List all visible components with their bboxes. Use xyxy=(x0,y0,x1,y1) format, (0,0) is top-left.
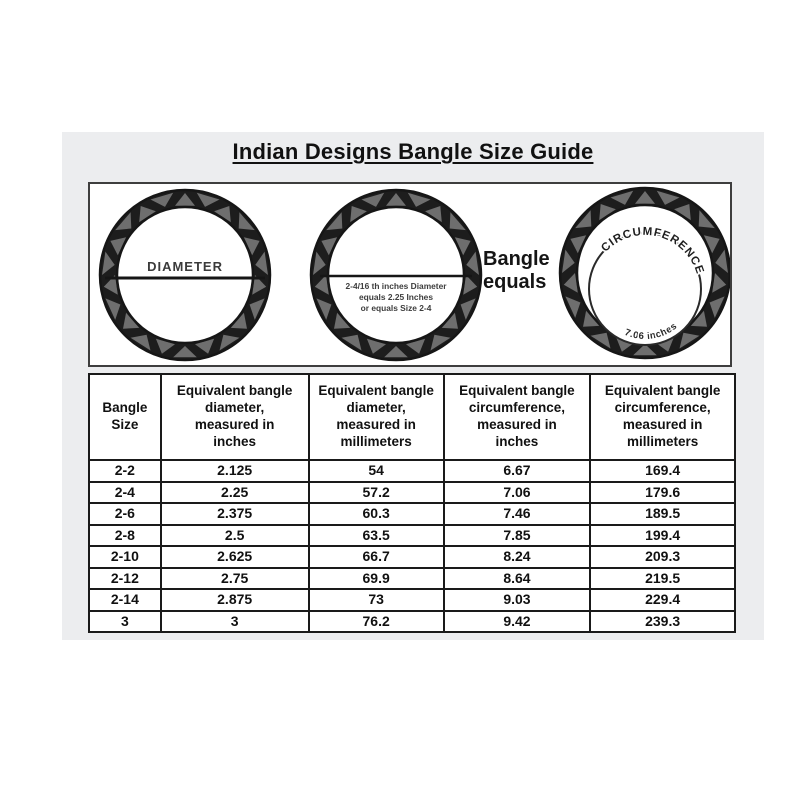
table-cell: 76.2 xyxy=(307,609,445,633)
table-cell: 7.06 xyxy=(442,480,592,504)
table-cell: 2.125 xyxy=(159,459,310,483)
table-cell: 2-8 xyxy=(88,523,162,547)
table-cell: 2.375 xyxy=(159,502,310,526)
table-row: 2-12 2.75 69.9 8.64 219.5 xyxy=(88,566,736,590)
table-cell: 209.3 xyxy=(589,545,736,569)
table-cell: 6.67 xyxy=(442,459,592,483)
table-cell: 2.5 xyxy=(159,523,310,547)
table-cell: 3 xyxy=(159,609,310,633)
table-row: 2-2 2.125 54 6.67 169.4 xyxy=(88,459,736,483)
column-header: Equivalent bangle diameter, measured in … xyxy=(159,373,310,461)
column-header: Bangle Size xyxy=(88,373,162,461)
table-cell: 219.5 xyxy=(589,566,736,590)
table-row: 2-14 2.875 73 9.03 229.4 xyxy=(88,588,736,612)
bangle-braid-pattern xyxy=(98,188,272,362)
table-cell: 2.75 xyxy=(159,566,310,590)
table-cell: 7.46 xyxy=(442,502,592,526)
bangle-size-table: Bangle Size Equivalent bangle diameter, m… xyxy=(88,373,736,633)
example-caption-line-2: equals 2.25 Inches xyxy=(359,292,433,302)
table-row: 3 3 76.2 9.42 239.3 xyxy=(88,609,736,633)
table-cell: 239.3 xyxy=(589,609,736,633)
table-cell: 2.875 xyxy=(159,588,310,612)
table-cell: 2-10 xyxy=(88,545,162,569)
table-cell: 2.25 xyxy=(159,480,310,504)
table-cell: 63.5 xyxy=(307,523,445,547)
table-cell: 2-6 xyxy=(88,502,162,526)
table-cell: 3 xyxy=(88,609,162,633)
table-cell: 73 xyxy=(307,588,445,612)
table-cell: 8.64 xyxy=(442,566,592,590)
column-header: Equivalent bangle circumference, measure… xyxy=(589,373,736,461)
table-cell: 199.4 xyxy=(589,523,736,547)
bangle-ring-example-illustration: 2-4/16 th inches Diameter equals 2.25 In… xyxy=(309,188,483,362)
column-header: Equivalent bangle circumference, measure… xyxy=(442,373,592,461)
table-cell: 179.6 xyxy=(589,480,736,504)
table-row: 2-6 2.375 60.3 7.46 189.5 xyxy=(88,502,736,526)
table-cell: 69.9 xyxy=(307,566,445,590)
table-cell: 2-12 xyxy=(88,566,162,590)
bangle-ring-circumference-illustration: CIRCUMFERENCE 7.06 inches xyxy=(558,186,730,360)
table-cell: 189.5 xyxy=(589,502,736,526)
circumference-circle xyxy=(588,232,702,346)
table-row: 2-4 2.25 57.2 7.06 179.6 xyxy=(88,480,736,504)
table-cell: 169.4 xyxy=(589,459,736,483)
table-cell: 2-2 xyxy=(88,459,162,483)
table-cell: 9.03 xyxy=(442,588,592,612)
example-caption-line-3: or equals Size 2-4 xyxy=(361,303,432,313)
page-title: Indian Designs Bangle Size Guide xyxy=(232,139,594,164)
table-cell: 229.4 xyxy=(589,588,736,612)
column-header: Equivalent bangle diameter, measured in … xyxy=(307,373,445,461)
table-cell: 2-4 xyxy=(88,480,162,504)
table-header-row: Bangle Size Equivalent bangle diameter, m… xyxy=(88,373,736,461)
bangle-braid-pattern xyxy=(558,186,730,360)
diameter-label: DIAMETER xyxy=(147,259,223,274)
table-row: 2-10 2.625 66.7 8.24 209.3 xyxy=(88,545,736,569)
bangle-diagram: DIAMETER 2-4/16 th inches Diameter equal… xyxy=(88,182,732,367)
table-row: 2-8 2.5 63.5 7.85 199.4 xyxy=(88,523,736,547)
table-cell: 2-14 xyxy=(88,588,162,612)
table-cell: 7.85 xyxy=(442,523,592,547)
bangle-equals-caption: Bangle equals xyxy=(483,248,550,293)
example-caption-line-1: 2-4/16 th inches Diameter xyxy=(345,281,447,291)
table-cell: 2.625 xyxy=(159,545,310,569)
table-cell: 8.24 xyxy=(442,545,592,569)
table-cell: 54 xyxy=(307,459,445,483)
bangle-ring-diameter-illustration: DIAMETER xyxy=(98,188,272,362)
table-cell: 66.7 xyxy=(307,545,445,569)
table-cell: 9.42 xyxy=(442,609,592,633)
table-cell: 57.2 xyxy=(307,480,445,504)
table-cell: 60.3 xyxy=(307,502,445,526)
